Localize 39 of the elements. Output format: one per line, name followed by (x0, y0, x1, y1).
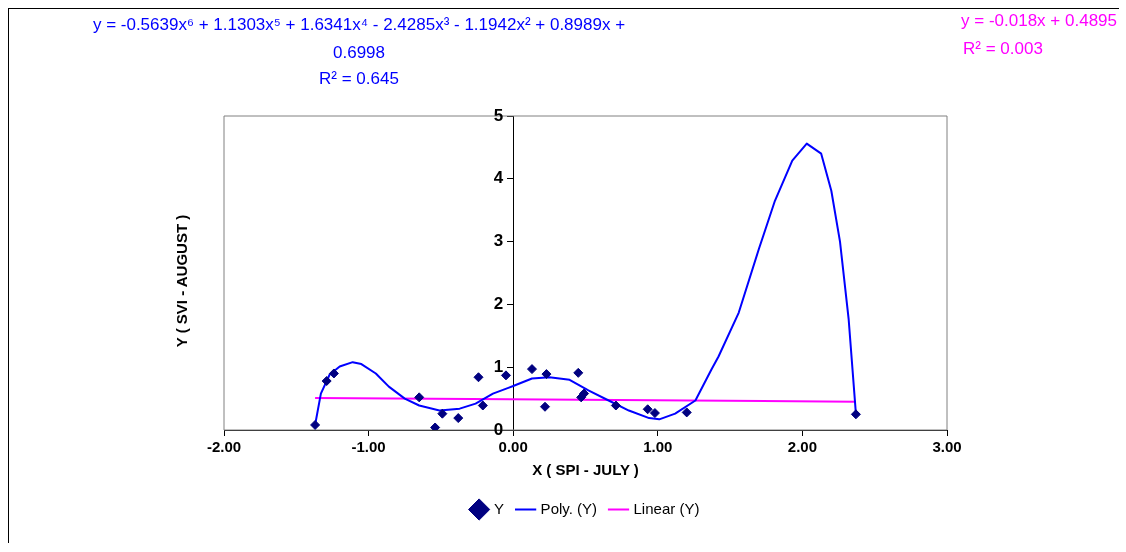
point (649, 408, 660, 419)
point (473, 372, 484, 383)
point (477, 400, 488, 411)
y-tick-label: 2 (493, 294, 504, 314)
point (541, 369, 552, 380)
point (453, 413, 464, 424)
point (500, 370, 511, 381)
x-tick-label: -1.00 (351, 438, 386, 456)
legend-label: Y (494, 499, 505, 517)
point (321, 376, 332, 387)
point (430, 422, 441, 430)
x-tick-label: 0.00 (498, 438, 528, 456)
legend-label: Linear (Y) (633, 499, 700, 517)
x-tick-label: -2.00 (206, 438, 242, 456)
point (527, 364, 537, 375)
y-tick-label: 4 (493, 168, 504, 188)
point (540, 401, 551, 412)
x-axis-title: X ( SPI - JULY ) (532, 461, 639, 479)
x-tick-label: 2.00 (787, 438, 817, 456)
y-tick-label: 3 (493, 231, 504, 251)
point (681, 407, 692, 418)
text: R² = 0.003 (962, 39, 1044, 59)
point (573, 367, 584, 378)
point (610, 400, 621, 411)
text: R² = 0.645 (318, 69, 400, 89)
text: y = -0.5639x⁶ + 1.1303x⁵ + 1.6341x⁴ - 2.4285x³ - 1.1942x² + 0.8989x + 0.6998 (91, 14, 627, 64)
point (328, 368, 339, 379)
y-tick-label: 1 (493, 356, 504, 376)
y-tick-label: 5 (493, 105, 504, 125)
y-axis-title: Y ( SVI - AUGUST ) (172, 214, 190, 348)
x-tick-label: 3.00 (932, 438, 962, 456)
x-tick-label: 1.00 (643, 438, 673, 456)
legend-label: Poly. (Y) (540, 499, 598, 517)
point (310, 419, 321, 430)
text: y = -0.018x + 0.4895 (960, 11, 1117, 31)
point (850, 409, 861, 420)
point (437, 408, 448, 419)
point (642, 404, 653, 415)
point (414, 392, 425, 403)
